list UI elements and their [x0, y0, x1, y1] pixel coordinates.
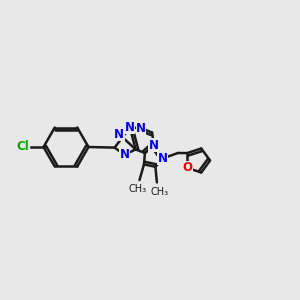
Text: CH₃: CH₃ — [129, 184, 147, 194]
Text: Cl: Cl — [17, 140, 29, 154]
Text: N: N — [119, 148, 130, 161]
Text: N: N — [149, 139, 159, 152]
Text: N: N — [158, 152, 168, 165]
Text: N: N — [125, 121, 135, 134]
Text: N: N — [136, 122, 146, 135]
Text: O: O — [182, 161, 192, 174]
Text: CH₃: CH₃ — [150, 187, 168, 196]
Text: N: N — [114, 128, 124, 141]
